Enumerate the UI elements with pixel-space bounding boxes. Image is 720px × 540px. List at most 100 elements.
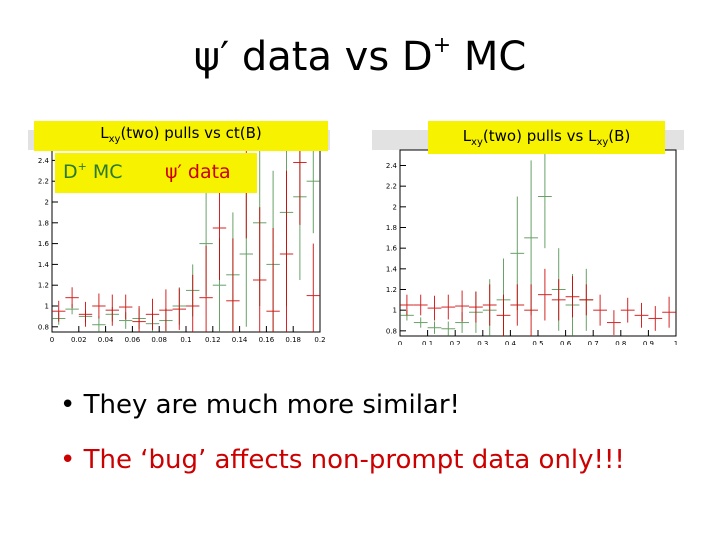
- right-point-data: [524, 284, 538, 336]
- bullet-bug: • The ‘bug’ affects non-prompt data only…: [60, 445, 625, 475]
- right-point-data: [455, 290, 469, 322]
- left-y-tick-label: 2.4: [38, 157, 50, 165]
- left-y-tick-label: 1.6: [38, 240, 50, 248]
- chart-title-right-a: L: [462, 127, 472, 145]
- right-point-data: [593, 294, 607, 326]
- left-point-data: [52, 300, 66, 322]
- legend-data: ψ′ data: [147, 153, 257, 193]
- chart-title-left: Lxy(two) pulls vs ct(B): [34, 121, 328, 151]
- right-point-data: [607, 310, 621, 335]
- chart-title-left-a: L: [100, 124, 109, 142]
- right-y-tick-label: 2.2: [386, 183, 397, 191]
- right-x-tick-label: 0.5: [532, 340, 543, 345]
- left-point-data: [279, 170, 294, 332]
- right-point-data: [482, 284, 497, 326]
- right-y-tick-label: 1.4: [386, 265, 398, 273]
- plot-right: 0 0.1 0.2 0.3 0.4 0.5 0.6 0.7 0.8 0.9 1 0.8 1 1.2 1.4 1…: [372, 130, 684, 345]
- right-y-tick-label: 0.8: [386, 327, 397, 335]
- left-point-data: [186, 274, 200, 332]
- right-point-data: [427, 295, 442, 321]
- right-point-data: [579, 284, 594, 316]
- left-y-tick-label: 1.2: [38, 282, 49, 290]
- right-x-tick-label: 0: [398, 340, 402, 345]
- title-sup: +: [432, 33, 452, 58]
- left-x-tick-label: 0.18: [285, 336, 301, 344]
- right-point-mc: [427, 321, 442, 334]
- right-x-tick-label: 0.4: [505, 340, 517, 345]
- left-point-data: [105, 294, 119, 326]
- left-x-tick-label: 0.1: [180, 336, 191, 344]
- right-y-tick-label: 1.6: [386, 245, 398, 253]
- left-x-tick-label: 0.2: [314, 336, 325, 344]
- right-point-data: [510, 284, 525, 326]
- right-point-data: [538, 268, 552, 321]
- left-y-tick-label: 1.8: [38, 219, 49, 227]
- right-x-tick-label: 0.1: [422, 340, 433, 345]
- title-tail: MC: [451, 34, 527, 80]
- left-y-tick-label: 0.8: [38, 323, 49, 331]
- left-x-tick-label: 0.16: [259, 336, 275, 344]
- left-x-tick-label: 0.04: [98, 336, 114, 344]
- left-x-tick-label: 0.08: [151, 336, 167, 344]
- left-point-data: [199, 245, 213, 332]
- left-point-mc: [306, 150, 320, 234]
- right-x-tick-label: 0.3: [477, 340, 488, 345]
- left-point-data: [145, 298, 160, 330]
- right-point-mc: [413, 317, 428, 328]
- left-x-tick-label: 0.06: [125, 336, 141, 344]
- left-point-data: [306, 243, 320, 332]
- right-point-data: [634, 302, 649, 328]
- right-point-data: [496, 294, 511, 336]
- left-x-tick-label: 0.14: [232, 336, 248, 344]
- left-point-data: [159, 289, 173, 331]
- left-point-data: [226, 238, 240, 332]
- right-point-data: [620, 297, 635, 323]
- right-x-tick-label: 0.2: [450, 340, 461, 345]
- left-point-data: [266, 228, 280, 332]
- right-frame: [399, 149, 677, 337]
- left-y-tick-label: 2: [45, 199, 49, 207]
- legend-mc-main: D: [63, 161, 78, 183]
- right-point-data: [441, 294, 456, 320]
- chart-title-right-sub2: xy: [596, 137, 609, 148]
- left-point-data: [92, 293, 106, 319]
- right-point-data: [648, 306, 663, 331]
- chart-title-left-b: (two) pulls vs ct(B): [120, 124, 262, 142]
- left-point-data: [65, 287, 79, 309]
- right-y-tick-label: 2.4: [386, 162, 398, 170]
- right-point-data: [400, 294, 414, 316]
- right-point-data: [551, 279, 566, 321]
- right-point-mc: [538, 150, 552, 249]
- left-point-data: [253, 207, 267, 332]
- chart-title-left-sub: xy: [108, 134, 121, 145]
- slide-title: ψ′ data vs D+ MC: [0, 34, 720, 80]
- right-x-tick-label: 0.6: [560, 340, 572, 345]
- right-point-data: [662, 296, 676, 328]
- right-x-tick-label: 0.9: [643, 340, 654, 345]
- title-psi: ψ′: [193, 34, 230, 80]
- left-point-data: [293, 150, 307, 225]
- right-y-tick-label: 2: [393, 203, 397, 211]
- chart-title-right: Lxy(two) pulls vs Lxy(B): [428, 121, 665, 154]
- right-x-tick-label: 1: [674, 340, 678, 345]
- plot-right-svg: 0 0.1 0.2 0.3 0.4 0.5 0.6 0.7 0.8 0.9 1 0.8 1 1.2 1.4 1…: [372, 130, 684, 345]
- right-x-tick-label: 0.7: [588, 340, 599, 345]
- right-point-data: [565, 276, 580, 318]
- chart-title-right-b: (two) pulls vs L: [482, 127, 597, 145]
- right-point-mc: [441, 321, 456, 336]
- left-x-tick-label: 0.02: [71, 336, 87, 344]
- chart-title-right-c: (B): [608, 127, 631, 145]
- left-point-mc: [92, 316, 106, 332]
- legend-mc-tail: MC: [86, 161, 123, 183]
- legend-mc-sup: +: [77, 160, 87, 173]
- right-point-data: [469, 291, 483, 323]
- left-point-data: [119, 294, 133, 320]
- right-y-tick-label: 1.2: [386, 286, 397, 294]
- left-point-data: [172, 288, 186, 330]
- right-y-tick-label: 1.8: [386, 224, 397, 232]
- left-y-tick-label: 2.2: [38, 178, 49, 186]
- left-point-data: [78, 301, 93, 327]
- chart-title-right-sub: xy: [471, 137, 483, 148]
- right-y-tick-label: 1: [393, 307, 397, 315]
- left-y-tick-label: 1: [45, 303, 49, 311]
